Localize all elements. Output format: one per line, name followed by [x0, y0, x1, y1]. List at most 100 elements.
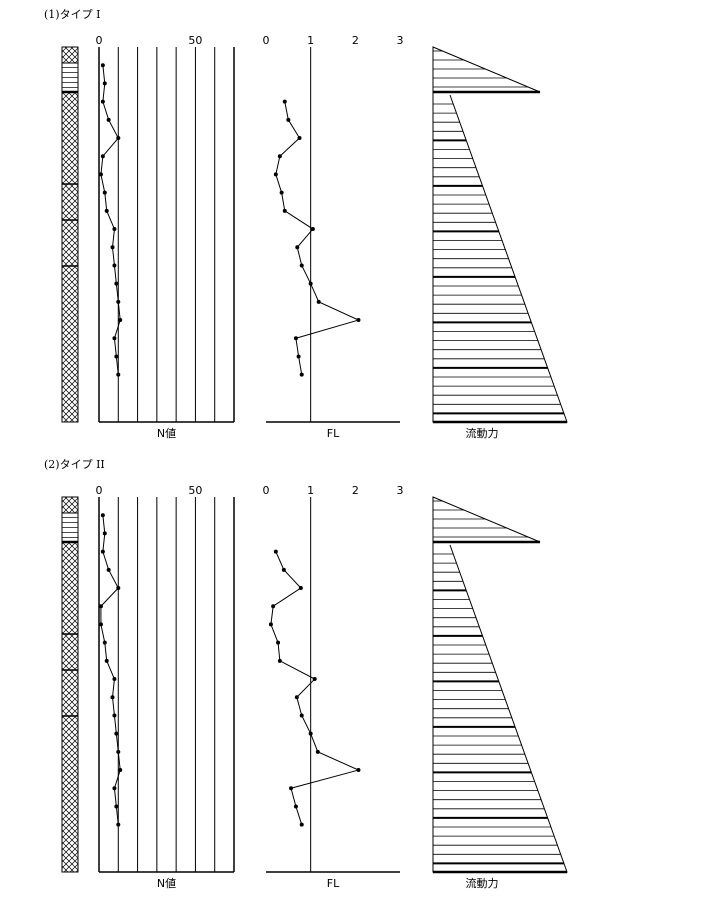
data-point	[276, 640, 281, 645]
data-point	[310, 227, 315, 232]
data-point	[279, 190, 284, 195]
x-axis-label: FL	[327, 427, 340, 440]
x-axis-label: N値	[157, 877, 176, 890]
data-point	[112, 786, 117, 791]
data-point	[356, 318, 361, 323]
data-point	[104, 658, 109, 663]
data-point	[277, 154, 282, 159]
data-point	[293, 336, 298, 341]
data-point	[118, 318, 123, 323]
data-point	[273, 549, 278, 554]
data-point	[100, 513, 105, 518]
data-point	[116, 299, 121, 304]
data-point	[281, 567, 286, 572]
data-point	[316, 299, 321, 304]
data-point	[110, 695, 115, 700]
soil-layer	[61, 541, 79, 873]
data-point	[282, 99, 287, 104]
data-point	[296, 354, 301, 359]
data-point	[308, 281, 313, 286]
data-point	[294, 695, 299, 700]
data-point	[116, 136, 121, 141]
data-point	[112, 677, 117, 682]
data-line	[270, 551, 360, 825]
data-point	[102, 531, 107, 536]
x-tick-label: 0	[263, 34, 270, 47]
data-point	[312, 677, 317, 682]
data-line	[275, 101, 360, 375]
data-point	[299, 372, 304, 377]
data-point	[116, 749, 121, 754]
data-point	[116, 822, 121, 827]
data-point	[102, 190, 107, 195]
x-tick-label: 0	[96, 34, 103, 47]
panel-title: (2)タイプ II	[44, 458, 105, 471]
data-point	[299, 822, 304, 827]
data-point	[102, 640, 107, 645]
data-point	[298, 586, 303, 591]
data-point	[114, 731, 119, 736]
data-point	[308, 731, 313, 736]
soil-layer	[61, 512, 79, 543]
soil-layer	[61, 62, 79, 93]
soil-layer	[61, 91, 79, 423]
data-point	[112, 336, 117, 341]
data-point	[293, 804, 298, 809]
data-point	[268, 622, 273, 627]
data-point	[112, 263, 117, 268]
flow-diagram	[432, 47, 568, 423]
x-tick-label: 3	[397, 34, 404, 47]
data-point	[297, 136, 302, 141]
data-point	[295, 245, 300, 250]
data-point	[271, 604, 276, 609]
data-point	[289, 786, 294, 791]
data-line	[100, 515, 121, 825]
data-point	[356, 768, 361, 773]
x-tick-label: 50	[188, 34, 202, 47]
data-point	[100, 549, 105, 554]
data-point	[114, 281, 119, 286]
data-point	[102, 81, 107, 86]
x-tick-label: 0	[263, 484, 270, 497]
x-tick-label: 2	[352, 484, 359, 497]
soil-layer	[61, 496, 79, 514]
data-point	[110, 245, 115, 250]
data-point	[98, 172, 103, 177]
x-tick-label: 3	[397, 484, 404, 497]
x-tick-label: 2	[352, 34, 359, 47]
data-point	[104, 208, 109, 213]
flow-diagram	[432, 46, 541, 93]
data-point	[116, 372, 121, 377]
data-point	[273, 172, 278, 177]
flow-diagram	[432, 496, 541, 543]
x-tick-label: 1	[307, 34, 314, 47]
data-point	[315, 749, 320, 754]
data-point	[106, 567, 111, 572]
x-axis-label: N値	[157, 427, 176, 440]
data-point	[286, 117, 291, 122]
flow-diagram	[432, 497, 568, 873]
data-point	[114, 354, 119, 359]
data-point	[100, 99, 105, 104]
x-axis-label: 流動力	[466, 426, 499, 440]
data-point	[277, 658, 282, 663]
data-point	[112, 227, 117, 232]
data-line	[100, 65, 121, 375]
panel-title: (1)タイプ I	[44, 8, 100, 21]
data-point	[106, 117, 111, 122]
x-tick-label: 1	[307, 484, 314, 497]
soil-layer	[61, 46, 79, 64]
x-tick-label: 50	[188, 484, 202, 497]
data-point	[116, 586, 121, 591]
x-tick-label: 0	[96, 484, 103, 497]
data-point	[299, 263, 304, 268]
data-point	[299, 713, 304, 718]
data-point	[98, 622, 103, 627]
data-point	[98, 604, 103, 609]
x-axis-label: FL	[327, 877, 340, 890]
data-point	[100, 154, 105, 159]
x-axis-label: 流動力	[466, 876, 499, 890]
data-point	[100, 63, 105, 68]
data-point	[118, 768, 123, 773]
